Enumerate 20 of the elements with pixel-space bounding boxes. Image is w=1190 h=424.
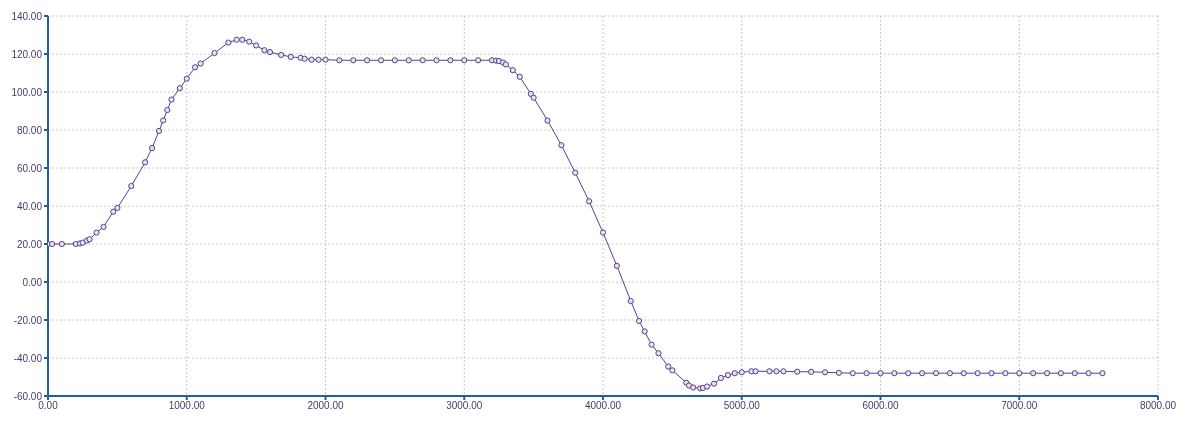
y-tick-label: 80.00 [16,124,43,136]
x-tick-label: 6000.00 [862,400,900,412]
y-tick-label: 120.00 [11,48,43,60]
y-tick-label: -20.00 [13,314,43,326]
x-tick-label: 2000.00 [307,400,345,412]
x-tick-label: 7000.00 [1001,400,1038,412]
x-tick-label: 3000.00 [446,400,483,412]
y-tick-label: 140.00 [11,10,43,22]
y-tick-label: 0.00 [22,276,43,288]
x-tick-label: 4000.00 [584,400,622,412]
x-tick-label: 0.00 [38,400,59,412]
x-tick-label: 1000.00 [168,400,206,412]
y-tick-label: -40.00 [13,352,43,364]
y-tick-label: 100.00 [11,86,43,98]
y-tick-label: 20.00 [16,238,43,250]
x-tick-label: 8000.00 [1139,400,1177,412]
y-tick-label: 40.00 [16,200,43,212]
y-tick-label: -60.00 [13,390,43,402]
x-tick-label: 5000.00 [723,400,761,412]
y-tick-label: 60.00 [16,162,43,174]
